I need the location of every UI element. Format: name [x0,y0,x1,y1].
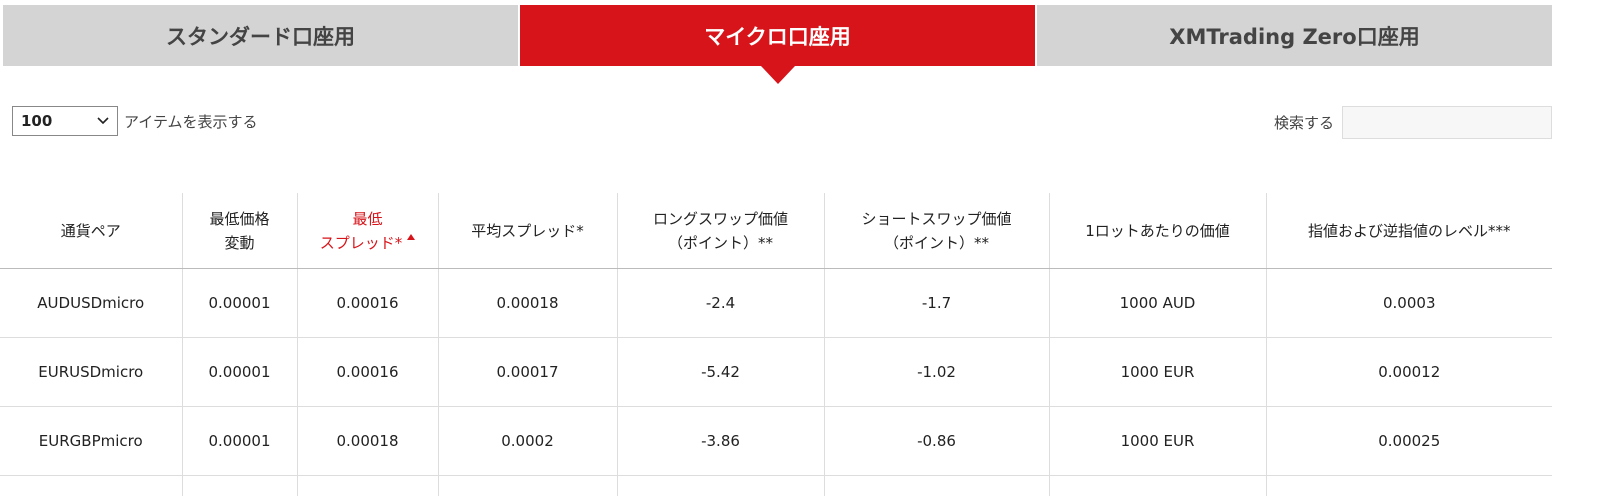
tab[interactable]: XMTrading Zero口座用 [1037,5,1552,66]
header-text: 1ロットあたりの価値 [1085,222,1230,240]
table-cell: -1.7 [824,269,1049,338]
header-row: 通貨ペア 最低価格 変動 最低 スプレッド* 平均スプレッド* ロングスワップ価値 （ポ… [0,193,1552,269]
search: 検索する [1274,106,1552,139]
chevron [97,117,109,125]
tab[interactable]: スタンダード口座用 [3,5,518,66]
length-label: アイテムを表示する [124,111,258,132]
header-text: ショートスワップ価値 （ポイント）** [861,210,1011,252]
table-cell: 0.0003 [1266,269,1552,338]
header-text: 平均スプレッド* [471,222,584,240]
column-header[interactable]: ショートスワップ価値 （ポイント）** [824,193,1049,269]
table-cell: 0.00001 [182,269,297,338]
column-header[interactable]: 平均スプレッド* [438,193,617,269]
table-cell: 1000 EUR [1049,407,1266,476]
table-cell: -3.86 [617,407,824,476]
table-cell: 1000 EUR [1049,338,1266,407]
length-control: 100 アイテムを表示する [12,106,258,136]
tab-active[interactable]: マイクロ口座用 [520,5,1035,66]
search-label: 検索する [1274,112,1334,133]
header-text: ロングスワップ価値 （ポイント）** [653,210,788,252]
table-cell: 0.00018 [438,269,617,338]
column-header[interactable]: ロングスワップ価値 （ポイント）** [617,193,824,269]
table-cell: AUDUSDmicro [0,269,182,338]
table-cell: 1000 AUD [1049,269,1266,338]
header-text: 指値および逆指値のレベル*** [1308,222,1511,240]
table-cell: EURUSDmicro [0,338,182,407]
table-cell: 0.00001 [182,338,297,407]
table-cell: 0.00025 [1266,407,1552,476]
search-input[interactable] [1342,106,1552,139]
length-select[interactable]: 100 [12,106,118,136]
table-cell: -1.02 [824,338,1049,407]
table-cell: 0.0002 [438,407,617,476]
account-tabs: スタンダード口座用 マイクロ口座用 XMTrading Zero口座用 [3,5,1552,66]
column-header[interactable]: 最低価格 変動 [182,193,297,269]
table-cell: 0.00018 [297,407,438,476]
column-header[interactable]: 通貨ペア [0,193,182,269]
table-cell: -5.42 [617,338,824,407]
column-header[interactable]: 最低 スプレッド* [297,193,438,269]
table-cell: 0.00016 [297,338,438,407]
table-cell: -0.86 [824,407,1049,476]
header-text: 通貨ペア [61,222,121,240]
table-cell: 0.00016 [297,269,438,338]
table-cell: 0.00012 [1266,338,1552,407]
spread-table: 通貨ペア 最低価格 変動 最低 スプレッド* 平均スプレッド* ロングスワップ価値 （ポ… [0,193,1552,496]
table-cell: -2.4 [617,269,824,338]
table-cell: 0.00001 [182,407,297,476]
table-cell: 0.00017 [438,338,617,407]
header-text: 最低価格 変動 [209,210,269,252]
select-value: 100 [21,112,52,130]
column-header[interactable]: 1ロットあたりの価値 [1049,193,1266,269]
header-text: 最低 スプレッド* [320,210,416,252]
table-cell: EURGBPmicro [0,407,182,476]
column-header[interactable]: 指値および逆指値のレベル*** [1266,193,1552,269]
